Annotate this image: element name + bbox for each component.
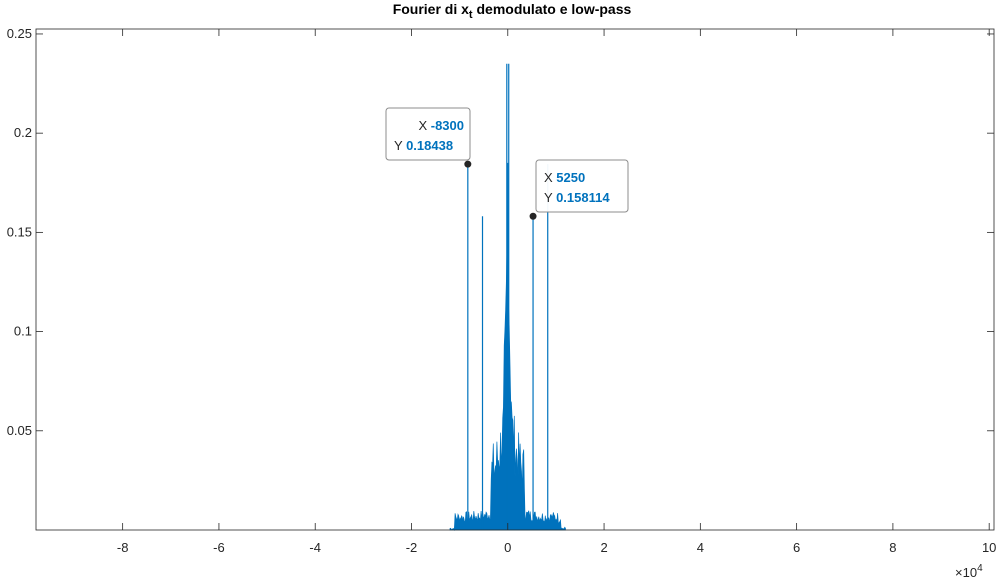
- datatip-y-row: Y 0.158114: [544, 190, 610, 205]
- datatip-x-label: X: [544, 170, 556, 185]
- text-layer: Fourier di xt demodulato e low-pass ×104: [393, 1, 983, 579]
- x-tick-label: 2: [600, 540, 607, 555]
- datatip-x-value: -8300: [431, 118, 464, 133]
- x-tick-label: -2: [406, 540, 418, 555]
- axes: -8 -6 -4 -2 0 2 4 6 8 10 0.05 0.1 0.15 0.2 0.25: [7, 26, 997, 555]
- x-tick-label: 0: [504, 540, 511, 555]
- datatip-x-row: X 5250: [544, 170, 585, 185]
- chart-title: Fourier di xt demodulato e low-pass: [393, 1, 632, 21]
- datatip-y-label: Y: [544, 190, 556, 205]
- datatip-y-label: Y: [394, 138, 406, 153]
- axes-box: [35, 28, 995, 531]
- plot-area: [449, 63, 566, 532]
- datatip-x-label: X: [418, 118, 430, 133]
- datatip-y-value: 0.158114: [556, 190, 610, 205]
- x-tick-label: -8: [117, 540, 129, 555]
- y-tick-label: 0.25: [7, 26, 32, 41]
- x-tick-label: 4: [697, 540, 704, 555]
- datatip-box: [385, 107, 471, 161]
- datatip-box: [535, 159, 629, 213]
- y-tick-label: 0.2: [14, 125, 32, 140]
- y-tick-label: 0.05: [7, 423, 32, 438]
- y-tick-label: 0.1: [14, 324, 32, 339]
- x-tick-label: 6: [793, 540, 800, 555]
- x-tick-label: 10: [982, 540, 996, 555]
- datatip-y-row: Y 0.18438: [394, 138, 453, 153]
- datatip-marker[interactable]: [529, 212, 537, 220]
- x-tick-label: 8: [889, 540, 896, 555]
- datatip-x-value: 5250: [556, 170, 585, 185]
- datatip[interactable]: X -8300 Y 0.18438: [385, 107, 472, 168]
- x-exponent-label: ×104: [955, 563, 983, 579]
- x-tick-label: -4: [309, 540, 321, 555]
- datatip-x-row: X -8300: [418, 118, 464, 133]
- datatip-y-value: 0.18438: [406, 138, 453, 153]
- x-tick-label: -6: [213, 540, 225, 555]
- y-tick-label: 0.15: [7, 224, 32, 239]
- datatip-marker[interactable]: [464, 160, 472, 168]
